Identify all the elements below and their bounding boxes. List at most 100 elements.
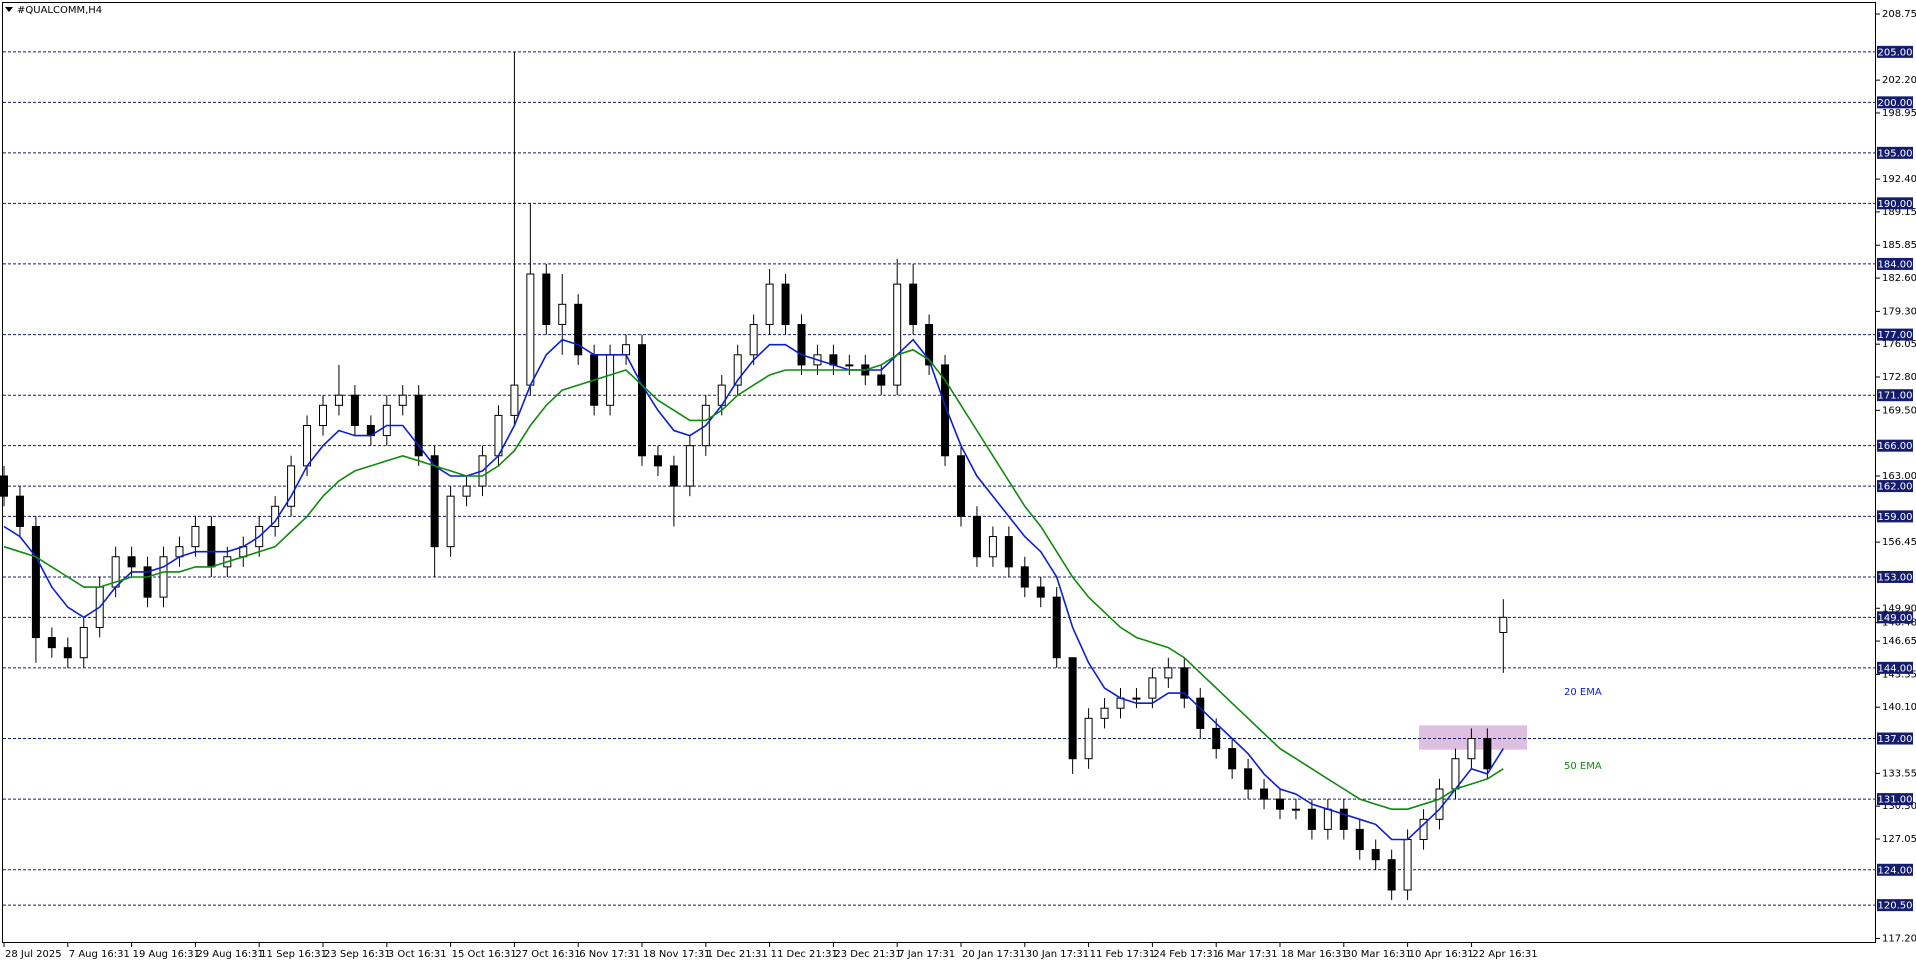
candle-body (957, 455, 965, 517)
y-tick-label: 140.10 (1882, 702, 1916, 713)
level-label-box (1877, 661, 1913, 674)
x-tick-label: 11 Feb 17:31 (1090, 949, 1156, 960)
level-label-box (1877, 389, 1913, 402)
candle-body (1403, 838, 1412, 891)
candle-body (63, 647, 72, 659)
y-tick-label: 149.90 (1882, 603, 1916, 614)
y-tick-label: 198.95 (1882, 108, 1916, 119)
candle-body (1036, 586, 1045, 598)
candle-body (1196, 697, 1205, 729)
x-tick-label: 20 Jan 17:31 (962, 949, 1025, 960)
candle-body (143, 566, 152, 598)
level-label: 144.00 (1878, 663, 1913, 674)
candle-body (972, 515, 981, 558)
x-tick-label: 11 Dec 21:31 (771, 949, 838, 960)
candle-body (558, 303, 567, 326)
y-tick-label: 179.30 (1882, 306, 1916, 317)
candle-body (1228, 748, 1237, 770)
y-tick-label: 156.45 (1882, 537, 1916, 548)
x-tick-label: 23 Dec 21:31 (834, 949, 901, 960)
candle-body (430, 455, 439, 548)
x-tick-label: 30 Mar 16:31 (1345, 949, 1412, 960)
x-tick-label: 6 Mar 17:31 (1217, 949, 1277, 960)
candle-body (1180, 667, 1189, 699)
level-label-box (1877, 510, 1913, 523)
y-tick-label: 172.80 (1882, 372, 1916, 383)
y-tick-label: 176.05 (1882, 339, 1916, 350)
candle-body (31, 525, 40, 639)
candle-body (462, 485, 471, 497)
level-label: 171.00 (1878, 391, 1913, 402)
candle-body (1291, 808, 1300, 811)
candle-body (1323, 808, 1332, 830)
level-label-box (1877, 45, 1913, 58)
candle-body (909, 283, 918, 326)
candle-body (733, 354, 742, 386)
candle-body (877, 374, 886, 386)
candle-body (79, 626, 88, 659)
level-label-box (1877, 328, 1913, 341)
y-tick-label: 169.50 (1882, 405, 1916, 416)
candle-body (781, 283, 790, 326)
candle-body (1100, 707, 1109, 719)
candle-body (1419, 818, 1428, 840)
candle-body (1244, 768, 1253, 790)
candle-body (127, 556, 136, 568)
y-tick-label: 117.20 (1882, 933, 1916, 944)
level-label-box (1877, 96, 1913, 109)
x-tick-label: 27 Oct 16:31 (515, 949, 580, 960)
candle-body (319, 404, 327, 426)
ema-annotation: 20 EMA (1564, 687, 1602, 698)
x-tick-label: 1 Dec 21:31 (707, 949, 768, 960)
x-tick-label: 30 Jan 17:31 (1026, 949, 1089, 960)
y-tick-label: 163.00 (1882, 471, 1916, 482)
level-label-box (1877, 570, 1913, 583)
y-tick-label: 202.20 (1882, 75, 1916, 86)
level-label-box (1877, 197, 1913, 210)
candle-body (574, 303, 583, 356)
level-label: 195.00 (1878, 148, 1913, 159)
menu-triangle (5, 7, 13, 12)
y-tick-label: 127.05 (1882, 834, 1916, 845)
x-tick-label: 19 Aug 16:31 (133, 949, 200, 960)
candle-body (191, 525, 200, 548)
candle-body (1467, 738, 1476, 760)
candle-body (893, 283, 902, 386)
x-tick-label: 7 Jan 17:31 (898, 949, 955, 960)
candle-body (653, 455, 662, 467)
candle-body (1212, 727, 1221, 750)
level-label: 200.00 (1878, 98, 1913, 109)
level-label: 184.00 (1878, 259, 1913, 270)
candle-body (510, 384, 519, 416)
candle-body (669, 465, 678, 487)
level-label-box (1877, 439, 1913, 452)
candle-body (287, 465, 296, 507)
x-tick-label: 24 Feb 17:31 (1153, 949, 1219, 960)
y-tick-label: 143.35 (1882, 669, 1916, 680)
candle-body (1339, 808, 1348, 830)
candle-body (446, 495, 455, 548)
level-label-box (1877, 793, 1913, 806)
candle-body (15, 495, 24, 527)
candle-body (398, 394, 407, 406)
candle-body (382, 404, 391, 437)
candle-body (1355, 828, 1364, 851)
x-tick-label: 22 Apr 16:31 (1472, 949, 1537, 960)
candle-body (334, 394, 343, 406)
candle-body (797, 324, 806, 366)
candle-body (1052, 596, 1061, 659)
level-label: 137.00 (1878, 734, 1913, 745)
candle-body (1307, 808, 1316, 830)
candle-body (542, 273, 551, 326)
candle-body (1260, 788, 1269, 800)
x-tick-label: 18 Mar 16:31 (1281, 949, 1348, 960)
x-tick-label: 6 Nov 17:31 (579, 949, 640, 960)
level-label-box (1877, 257, 1913, 270)
candle-body (350, 394, 359, 426)
ema-line (3, 348, 1504, 810)
x-tick-label: 10 Apr 16:31 (1409, 949, 1474, 960)
candle-body (1483, 738, 1492, 770)
level-label-box (1877, 480, 1913, 493)
